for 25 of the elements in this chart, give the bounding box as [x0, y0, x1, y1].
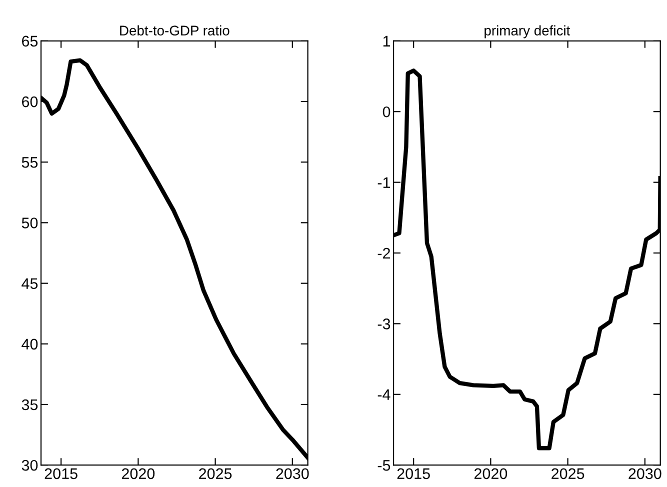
chart-title: primary deficit	[484, 25, 570, 38]
x-tick-label: 2025	[199, 468, 232, 480]
y-tick-label: -1	[378, 177, 390, 188]
x-tick-label: 2030	[628, 468, 662, 480]
y-tick-label: 45	[22, 278, 38, 289]
y-tick-label: 65	[22, 36, 38, 47]
y-tick-label: 40	[22, 338, 38, 350]
y-tick-label: -5	[378, 460, 390, 471]
x-tick-label: 2025	[552, 468, 584, 480]
y-tick-label: -2	[378, 248, 390, 259]
y-tick-label: 0	[382, 106, 390, 118]
y-tick-label: 50	[22, 218, 38, 228]
x-tick-label: 2020	[122, 468, 155, 480]
y-tick-label: 30	[22, 460, 38, 471]
y-tick-label: 1	[383, 36, 390, 46]
x-tick-label: 2015	[397, 468, 430, 480]
y-tick-label: 60	[22, 96, 38, 108]
y-tick-label: 35	[22, 399, 38, 410]
y-tick-label: 55	[22, 157, 38, 168]
x-tick-label: 2020	[474, 468, 508, 480]
y-tick-label: -3	[378, 318, 390, 330]
x-tick-label: 2030	[276, 468, 309, 480]
chart-title: Debt-to-GDP ratio	[120, 25, 230, 36]
y-tick-label: -4	[378, 389, 390, 400]
x-tick-label: 2015	[44, 468, 78, 480]
